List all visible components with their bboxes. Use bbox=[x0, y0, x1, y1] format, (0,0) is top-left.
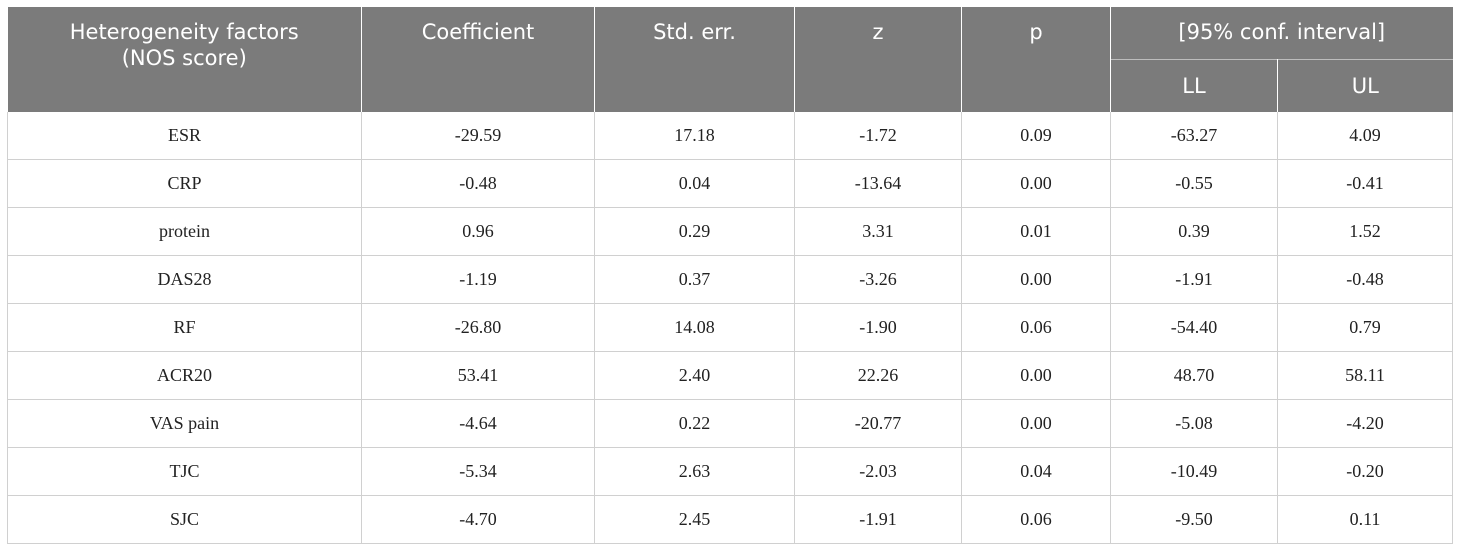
header-z: z bbox=[794, 7, 962, 112]
header-factors-line1: Heterogeneity factors bbox=[69, 20, 299, 44]
ul-cell: -0.48 bbox=[1277, 255, 1453, 304]
header-p: p bbox=[961, 7, 1111, 112]
coefficient-cell: -29.59 bbox=[361, 111, 595, 160]
ll-cell: -54.40 bbox=[1110, 303, 1278, 352]
table-row: protein 0.96 0.29 3.31 0.01 0.39 1.52 bbox=[7, 207, 1453, 256]
p-cell: 0.00 bbox=[961, 159, 1111, 208]
z-cell: -3.26 bbox=[794, 255, 962, 304]
ll-cell: 0.39 bbox=[1110, 207, 1278, 256]
ll-cell: -63.27 bbox=[1110, 111, 1278, 160]
factor-cell: RF bbox=[7, 303, 362, 352]
ul-cell: 0.11 bbox=[1277, 495, 1453, 544]
p-cell: 0.04 bbox=[961, 447, 1111, 496]
table-header: Heterogeneity factors (NOS score) Coeffi… bbox=[7, 7, 1453, 112]
table-row: RF -26.80 14.08 -1.90 0.06 -54.40 0.79 bbox=[7, 303, 1453, 352]
factor-cell: ACR20 bbox=[7, 351, 362, 400]
ll-cell: -1.91 bbox=[1110, 255, 1278, 304]
header-conf-interval: [95% conf. interval] bbox=[1110, 7, 1453, 59]
coefficient-cell: 0.96 bbox=[361, 207, 595, 256]
factor-cell: SJC bbox=[7, 495, 362, 544]
ll-cell: -9.50 bbox=[1110, 495, 1278, 544]
std-err-cell: 14.08 bbox=[594, 303, 795, 352]
heterogeneity-table: Heterogeneity factors (NOS score) Coeffi… bbox=[7, 7, 1453, 544]
std-err-cell: 2.63 bbox=[594, 447, 795, 496]
table-row: ESR -29.59 17.18 -1.72 0.09 -63.27 4.09 bbox=[7, 111, 1453, 160]
z-cell: -13.64 bbox=[794, 159, 962, 208]
header-factors: Heterogeneity factors (NOS score) bbox=[7, 7, 362, 112]
z-cell: -1.72 bbox=[794, 111, 962, 160]
coefficient-cell: -1.19 bbox=[361, 255, 595, 304]
factor-cell: DAS28 bbox=[7, 255, 362, 304]
coefficient-cell: -26.80 bbox=[361, 303, 595, 352]
factor-cell: ESR bbox=[7, 111, 362, 160]
header-factors-line2: (NOS score) bbox=[121, 46, 247, 70]
coefficient-cell: -5.34 bbox=[361, 447, 595, 496]
ul-cell: 58.11 bbox=[1277, 351, 1453, 400]
factor-cell: TJC bbox=[7, 447, 362, 496]
ll-cell: 48.70 bbox=[1110, 351, 1278, 400]
table-body: ESR -29.59 17.18 -1.72 0.09 -63.27 4.09 CRP -0.4… bbox=[7, 111, 1453, 544]
ul-cell: -0.41 bbox=[1277, 159, 1453, 208]
header-ll: LL bbox=[1110, 58, 1278, 112]
p-cell: 0.06 bbox=[961, 303, 1111, 352]
z-cell: -1.91 bbox=[794, 495, 962, 544]
factor-cell: VAS pain bbox=[7, 399, 362, 448]
std-err-cell: 0.22 bbox=[594, 399, 795, 448]
header-ul: UL bbox=[1277, 58, 1453, 112]
coefficient-cell: -4.70 bbox=[361, 495, 595, 544]
header-std-err: Std. err. bbox=[594, 7, 795, 112]
p-cell: 0.09 bbox=[961, 111, 1111, 160]
std-err-cell: 0.04 bbox=[594, 159, 795, 208]
ul-cell: -4.20 bbox=[1277, 399, 1453, 448]
ll-cell: -5.08 bbox=[1110, 399, 1278, 448]
p-cell: 0.01 bbox=[961, 207, 1111, 256]
header-coefficient: Coefficient bbox=[361, 7, 595, 112]
table-row: ACR20 53.41 2.40 22.26 0.00 48.70 58.11 bbox=[7, 351, 1453, 400]
z-cell: 3.31 bbox=[794, 207, 962, 256]
table-row: DAS28 -1.19 0.37 -3.26 0.00 -1.91 -0.48 bbox=[7, 255, 1453, 304]
std-err-cell: 2.40 bbox=[594, 351, 795, 400]
regression-table-container: Heterogeneity factors (NOS score) Coeffi… bbox=[7, 7, 1453, 544]
coefficient-cell: -0.48 bbox=[361, 159, 595, 208]
ul-cell: 4.09 bbox=[1277, 111, 1453, 160]
coefficient-cell: -4.64 bbox=[361, 399, 595, 448]
factor-cell: CRP bbox=[7, 159, 362, 208]
ul-cell: -0.20 bbox=[1277, 447, 1453, 496]
z-cell: -2.03 bbox=[794, 447, 962, 496]
p-cell: 0.06 bbox=[961, 495, 1111, 544]
ll-cell: -10.49 bbox=[1110, 447, 1278, 496]
z-cell: 22.26 bbox=[794, 351, 962, 400]
table-row: TJC -5.34 2.63 -2.03 0.04 -10.49 -0.20 bbox=[7, 447, 1453, 496]
z-cell: -20.77 bbox=[794, 399, 962, 448]
coefficient-cell: 53.41 bbox=[361, 351, 595, 400]
z-cell: -1.90 bbox=[794, 303, 962, 352]
ll-cell: -0.55 bbox=[1110, 159, 1278, 208]
p-cell: 0.00 bbox=[961, 399, 1111, 448]
table-row: CRP -0.48 0.04 -13.64 0.00 -0.55 -0.41 bbox=[7, 159, 1453, 208]
std-err-cell: 0.37 bbox=[594, 255, 795, 304]
p-cell: 0.00 bbox=[961, 255, 1111, 304]
std-err-cell: 0.29 bbox=[594, 207, 795, 256]
factor-cell: protein bbox=[7, 207, 362, 256]
ul-cell: 0.79 bbox=[1277, 303, 1453, 352]
table-row: VAS pain -4.64 0.22 -20.77 0.00 -5.08 -4.20 bbox=[7, 399, 1453, 448]
std-err-cell: 17.18 bbox=[594, 111, 795, 160]
std-err-cell: 2.45 bbox=[594, 495, 795, 544]
p-cell: 0.00 bbox=[961, 351, 1111, 400]
table-row: SJC -4.70 2.45 -1.91 0.06 -9.50 0.11 bbox=[7, 495, 1453, 544]
ul-cell: 1.52 bbox=[1277, 207, 1453, 256]
